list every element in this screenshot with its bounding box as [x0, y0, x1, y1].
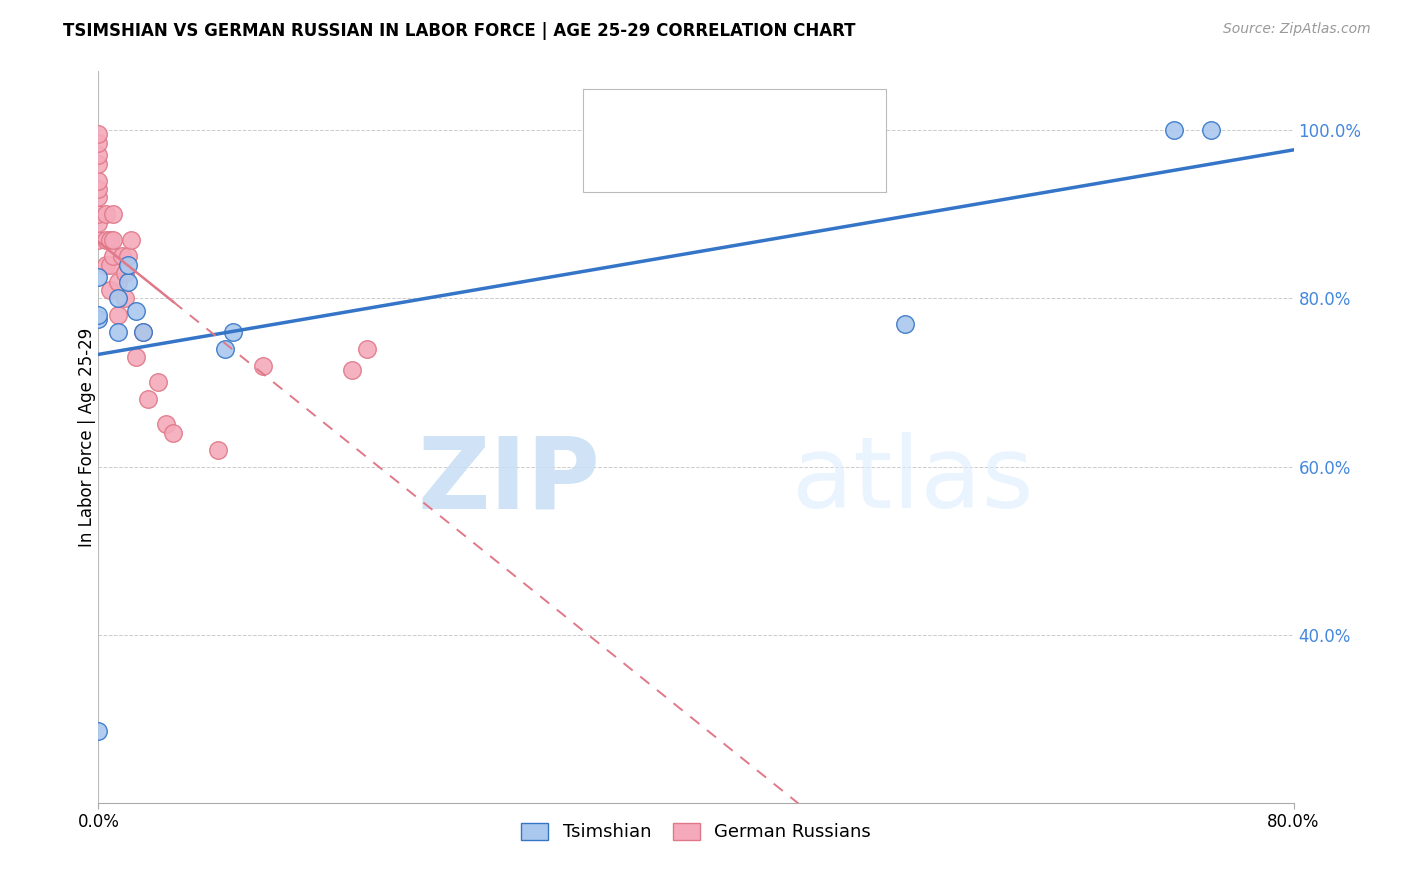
Text: R =: R =	[647, 108, 686, 126]
Point	[114, 291, 136, 305]
Point	[87, 308, 110, 322]
Point	[87, 148, 110, 162]
Text: R =: R =	[647, 153, 686, 172]
Point	[103, 249, 125, 263]
Point	[87, 157, 110, 171]
Point	[132, 325, 155, 339]
Point	[87, 233, 110, 247]
Point	[356, 342, 378, 356]
Point	[107, 291, 129, 305]
Point	[103, 233, 125, 247]
Point	[107, 308, 129, 322]
Text: N =: N =	[763, 108, 804, 126]
Text: 0.400: 0.400	[688, 108, 749, 127]
Point	[132, 325, 155, 339]
Point	[222, 325, 245, 339]
Point	[87, 182, 110, 196]
Point	[162, 425, 184, 440]
Point	[1201, 123, 1223, 137]
Point	[107, 325, 129, 339]
Text: atlas: atlas	[792, 433, 1033, 530]
Text: -0.051: -0.051	[688, 153, 756, 172]
Legend: Tsimshian, German Russians: Tsimshian, German Russians	[513, 815, 879, 848]
Point	[87, 207, 110, 221]
Point	[125, 350, 148, 364]
Point	[117, 258, 139, 272]
Point	[94, 233, 117, 247]
Point	[155, 417, 177, 432]
Point	[87, 174, 110, 188]
Point	[87, 190, 110, 204]
Point	[125, 304, 148, 318]
Point	[98, 283, 122, 297]
Point	[342, 363, 364, 377]
Point	[1163, 123, 1185, 137]
Point	[214, 342, 236, 356]
FancyBboxPatch shape	[596, 146, 631, 179]
Text: ZIP: ZIP	[418, 433, 600, 530]
Point	[98, 233, 122, 247]
Point	[87, 136, 110, 150]
Point	[136, 392, 159, 407]
Point	[87, 270, 110, 285]
Text: TSIMSHIAN VS GERMAN RUSSIAN IN LABOR FORCE | AGE 25-29 CORRELATION CHART: TSIMSHIAN VS GERMAN RUSSIAN IN LABOR FOR…	[63, 22, 856, 40]
Point	[148, 376, 170, 390]
Point	[103, 207, 125, 221]
Point	[87, 216, 110, 230]
Text: 36: 36	[803, 153, 830, 172]
Point	[207, 442, 229, 457]
Point	[98, 258, 122, 272]
Text: N =: N =	[763, 153, 804, 172]
Point	[894, 317, 917, 331]
Point	[87, 724, 110, 739]
Point	[94, 207, 117, 221]
Point	[87, 128, 110, 142]
Point	[111, 249, 134, 263]
Point	[107, 275, 129, 289]
Point	[252, 359, 274, 373]
Point	[114, 266, 136, 280]
Y-axis label: In Labor Force | Age 25-29: In Labor Force | Age 25-29	[79, 327, 96, 547]
Point	[117, 249, 139, 263]
Text: 15: 15	[803, 108, 830, 127]
Point	[117, 275, 139, 289]
Point	[120, 233, 142, 247]
Point	[87, 312, 110, 326]
Point	[94, 258, 117, 272]
Text: Source: ZipAtlas.com: Source: ZipAtlas.com	[1223, 22, 1371, 37]
FancyBboxPatch shape	[596, 101, 631, 134]
